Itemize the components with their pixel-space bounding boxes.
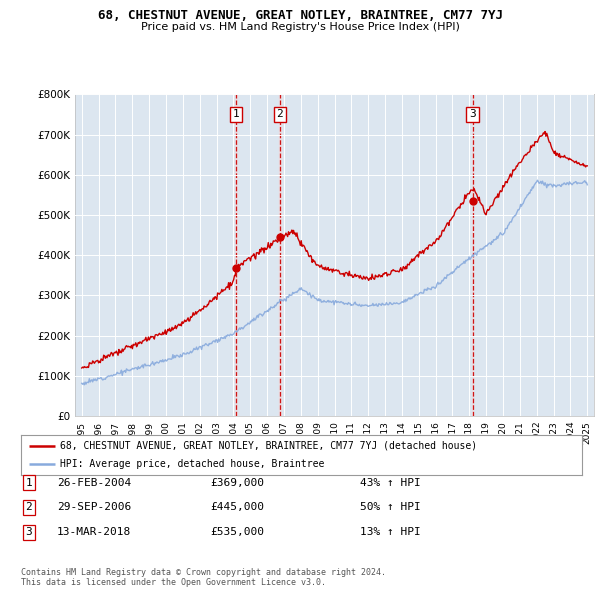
Text: 26-FEB-2004: 26-FEB-2004: [57, 478, 131, 487]
Text: 50% ↑ HPI: 50% ↑ HPI: [360, 503, 421, 512]
Text: 13-MAR-2018: 13-MAR-2018: [57, 527, 131, 537]
Text: £369,000: £369,000: [210, 478, 264, 487]
Text: 3: 3: [469, 110, 476, 120]
Text: Price paid vs. HM Land Registry's House Price Index (HPI): Price paid vs. HM Land Registry's House …: [140, 22, 460, 32]
Text: This data is licensed under the Open Government Licence v3.0.: This data is licensed under the Open Gov…: [21, 578, 326, 587]
Text: 68, CHESTNUT AVENUE, GREAT NOTLEY, BRAINTREE, CM77 7YJ (detached house): 68, CHESTNUT AVENUE, GREAT NOTLEY, BRAIN…: [60, 441, 478, 451]
Bar: [472, 94, 473, 416]
Text: 13% ↑ HPI: 13% ↑ HPI: [360, 527, 421, 537]
Bar: [279, 94, 281, 416]
Text: 2: 2: [277, 110, 283, 120]
Text: 3: 3: [25, 527, 32, 537]
Text: Contains HM Land Registry data © Crown copyright and database right 2024.: Contains HM Land Registry data © Crown c…: [21, 568, 386, 576]
Text: £535,000: £535,000: [210, 527, 264, 537]
Text: 68, CHESTNUT AVENUE, GREAT NOTLEY, BRAINTREE, CM77 7YJ: 68, CHESTNUT AVENUE, GREAT NOTLEY, BRAIN…: [97, 9, 503, 22]
Bar: [235, 94, 237, 416]
Text: 2: 2: [25, 503, 32, 512]
Text: 43% ↑ HPI: 43% ↑ HPI: [360, 478, 421, 487]
Text: 1: 1: [25, 478, 32, 487]
Text: £445,000: £445,000: [210, 503, 264, 512]
Text: HPI: Average price, detached house, Braintree: HPI: Average price, detached house, Brai…: [60, 459, 325, 469]
Text: 1: 1: [233, 110, 239, 120]
Text: 29-SEP-2006: 29-SEP-2006: [57, 503, 131, 512]
